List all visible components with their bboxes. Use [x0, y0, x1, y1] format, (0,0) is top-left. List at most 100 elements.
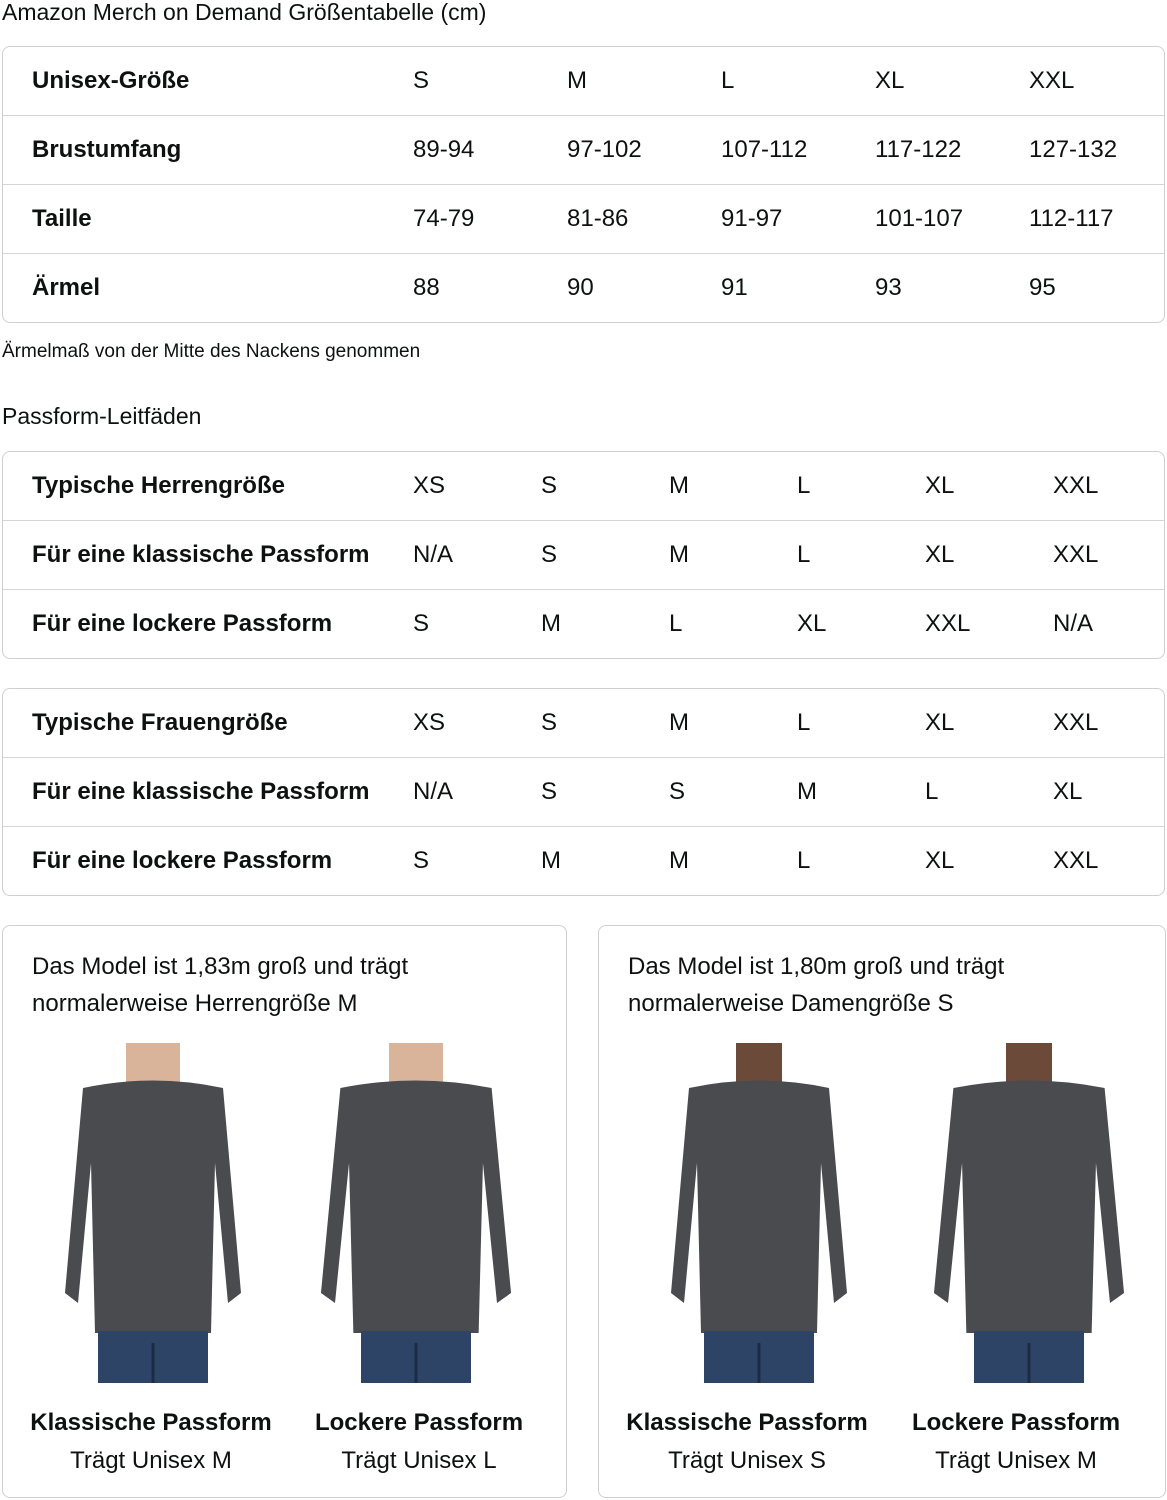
table-cell: 88: [413, 274, 440, 301]
model-photo: [664, 1043, 854, 1383]
table-cell: XL: [925, 472, 955, 499]
row-label: Für eine klassische Passform: [32, 541, 370, 568]
table-cell: 117-122: [875, 136, 962, 163]
table-cell: 95: [1029, 274, 1056, 301]
row-label: Unisex-Größe: [32, 67, 190, 94]
table-cell: 81-86: [567, 205, 629, 232]
table-cell: M: [797, 778, 817, 805]
table-row: Für eine lockere Passform S M L XL XXL N/A: [3, 589, 1164, 658]
fit-caption-size: Trägt Unisex S: [668, 1447, 826, 1474]
fit-caption-size: Trägt Unisex M: [70, 1447, 232, 1474]
table-cell: M: [567, 67, 587, 94]
fit-caption-size: Trägt Unisex L: [341, 1447, 497, 1474]
table-cell: XL: [925, 847, 955, 874]
table-row: Brustumfang 89-94 97-102 107-112 117-122 127-…: [3, 115, 1164, 184]
table-cell: 97-102: [567, 136, 642, 163]
model-description-line: Das Model ist 1,80m groß und trägt: [628, 953, 1005, 980]
table-cell: S: [413, 847, 430, 874]
table-cell: 91: [721, 274, 748, 301]
table-cell: 74-79: [413, 205, 475, 232]
table-cell: XXL: [1053, 472, 1099, 499]
model-photo: [58, 1043, 248, 1383]
table-row: Taille 74-79 81-86 91-97 101-107 112-117: [3, 184, 1164, 253]
table-cell: XXL: [925, 610, 971, 637]
table-cell: L: [669, 610, 683, 637]
row-label: Für eine lockere Passform: [32, 847, 333, 874]
table-cell: XXL: [1053, 709, 1099, 736]
table-cell: 107-112: [721, 136, 808, 163]
table-cell: 112-117: [1029, 205, 1114, 232]
table-cell: 91-97: [721, 205, 783, 232]
table-cell: M: [669, 847, 689, 874]
table-cell: XL: [925, 541, 955, 568]
table-cell: XL: [797, 610, 827, 637]
model-description-line: normalerweise Damengröße S: [628, 990, 954, 1017]
table-cell: M: [669, 541, 689, 568]
table-cell: 93: [875, 274, 902, 301]
table-cell: L: [721, 67, 735, 94]
table-cell: S: [413, 610, 430, 637]
table-cell: S: [541, 778, 558, 805]
table-cell: S: [541, 541, 558, 568]
table-row: Für eine lockere Passform S M M L XL XXL: [3, 826, 1164, 895]
model-description-line: normalerweise Herrengröße M: [32, 990, 358, 1017]
sleeve-note: Ärmelmaß von der Mitte des Nackens genom…: [2, 341, 421, 362]
women-model-card: Das Model ist 1,80m groß und trägt normal…: [598, 925, 1166, 1498]
table-row: Typische Frauengröße XS S M L XL XXL: [3, 689, 1164, 757]
row-label: Taille: [32, 205, 92, 232]
table-cell: L: [797, 472, 811, 499]
fit-caption: Lockere Passform Trägt Unisex L: [289, 1404, 549, 1480]
table-cell: XXL: [1053, 847, 1099, 874]
table-cell: XS: [413, 709, 446, 736]
table-cell: XL: [925, 709, 955, 736]
table-cell: M: [541, 610, 561, 637]
table-cell: N/A: [1053, 610, 1094, 637]
row-label: Brustumfang: [32, 136, 182, 163]
table-cell: M: [541, 847, 561, 874]
table-cell: L: [925, 778, 939, 805]
row-label: Ärmel: [32, 274, 101, 301]
table-cell: XXL: [1029, 67, 1075, 94]
fit-caption: Klassische Passform Trägt Unisex M: [21, 1404, 281, 1480]
table-row: Typische Herrengröße XS S M L XL XXL: [3, 452, 1164, 520]
table-cell: S: [541, 709, 558, 736]
men-model-card: Das Model ist 1,83m groß und trägt normal…: [2, 925, 567, 1498]
fit-caption-title: Klassische Passform: [626, 1409, 868, 1436]
table-cell: S: [669, 778, 686, 805]
table-row: Für eine klassische Passform N/A S S M L XL: [3, 757, 1164, 826]
table-cell: N/A: [413, 778, 454, 805]
fit-caption-title: Klassische Passform: [30, 1409, 272, 1436]
table-cell: XXL: [1053, 541, 1099, 568]
table-cell: L: [797, 541, 811, 568]
row-label: Für eine lockere Passform: [32, 610, 333, 637]
table-cell: M: [669, 472, 689, 499]
table-cell: S: [541, 472, 558, 499]
table-cell: 127-132: [1029, 136, 1118, 163]
unisex-size-table: Unisex-Größe S M L XL XXL Brustumfang 89-94 97-1…: [2, 46, 1165, 323]
model-description: Das Model ist 1,83m groß und trägt normal…: [32, 948, 408, 1022]
table-row: Ärmel 88 90 91 93 95: [3, 253, 1164, 322]
table-cell: M: [669, 709, 689, 736]
model-photo: [933, 1043, 1125, 1383]
table-cell: N/A: [413, 541, 454, 568]
table-row: Unisex-Größe S M L XL XXL: [3, 47, 1164, 115]
table-cell: XL: [875, 67, 905, 94]
fit-caption-title: Lockere Passform: [314, 1409, 524, 1436]
fit-caption-size: Trägt Unisex M: [935, 1447, 1097, 1474]
page-title: Amazon Merch on Demand Größentabelle (cm…: [2, 0, 487, 25]
table-cell: 90: [567, 274, 594, 301]
fit-guide-heading: Passform-Leitfäden: [2, 403, 202, 429]
fit-caption: Lockere Passform Trägt Unisex M: [886, 1404, 1146, 1480]
table-cell: 89-94: [413, 136, 475, 163]
model-description: Das Model ist 1,80m groß und trägt normal…: [628, 948, 1004, 1022]
men-fit-table: Typische Herrengröße XS S M L XL XXL Für eine k…: [2, 451, 1165, 659]
model-description-line: Das Model ist 1,83m groß und trägt: [32, 953, 409, 980]
table-cell: 101-107: [875, 205, 964, 232]
table-cell: L: [797, 709, 811, 736]
table-cell: L: [797, 847, 811, 874]
fit-caption: Klassische Passform Trägt Unisex S: [617, 1404, 877, 1480]
table-cell: S: [413, 67, 430, 94]
table-row: Für eine klassische Passform N/A S M L XL XXL: [3, 520, 1164, 589]
model-photo: [320, 1043, 512, 1383]
row-label: Für eine klassische Passform: [32, 778, 370, 805]
